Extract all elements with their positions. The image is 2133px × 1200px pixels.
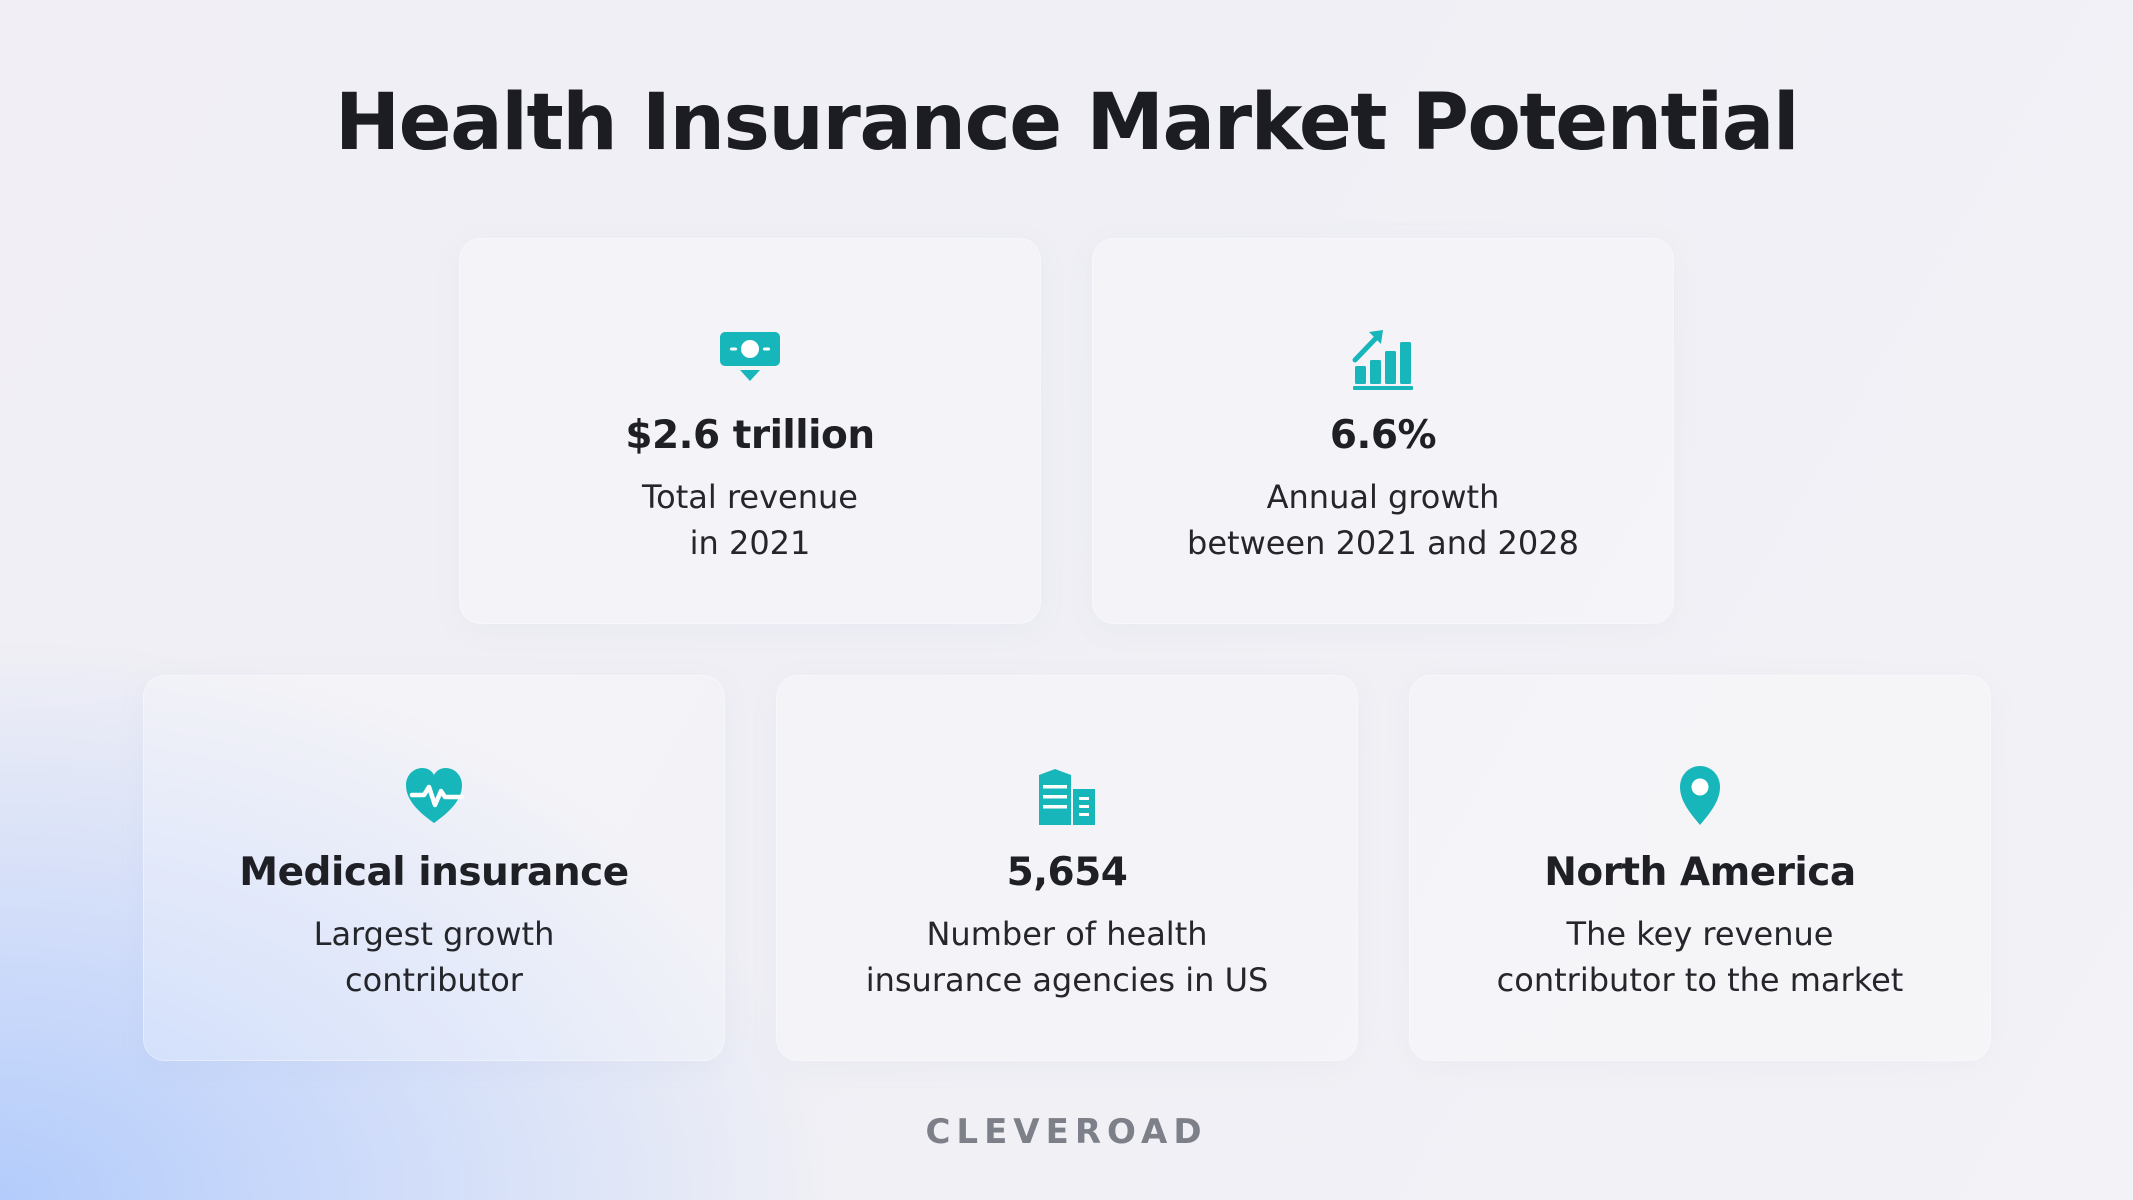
stat-value: North America	[1544, 850, 1856, 895]
buildings-icon	[1035, 763, 1099, 827]
map-pin-icon	[1668, 763, 1732, 827]
stat-description: Total revenue in 2021	[642, 478, 858, 562]
stat-description: Largest growth contributor	[313, 915, 555, 999]
stat-value: 5,654	[1006, 850, 1128, 895]
stat-value: $2.6 trillion	[625, 413, 875, 458]
stat-card-agencies: 5,654 Number of health insurance agencie…	[776, 675, 1358, 1061]
money-bill-icon	[718, 326, 782, 390]
stat-description: Number of health insurance agencies in U…	[865, 915, 1269, 999]
stat-card-medical-insurance: Medical insurance Largest growth contrib…	[143, 675, 725, 1061]
brand-logo: CLEVEROAD	[925, 1112, 1208, 1152]
stat-description: Annual growth between 2021 and 2028	[1187, 478, 1579, 562]
stat-card-growth: 6.6% Annual growth between 2021 and 2028	[1092, 238, 1674, 624]
stat-card-revenue: $2.6 trillion Total revenue in 2021	[459, 238, 1041, 624]
page-title: Health Insurance Market Potential	[334, 78, 1800, 168]
stat-value: Medical insurance	[239, 850, 629, 895]
stat-value: 6.6%	[1329, 413, 1437, 458]
stat-description: The key revenue contributor to the marke…	[1496, 915, 1904, 999]
growth-chart-icon	[1351, 326, 1415, 390]
heart-pulse-icon	[402, 763, 466, 827]
stat-card-region: North America The key revenue contributo…	[1409, 675, 1991, 1061]
